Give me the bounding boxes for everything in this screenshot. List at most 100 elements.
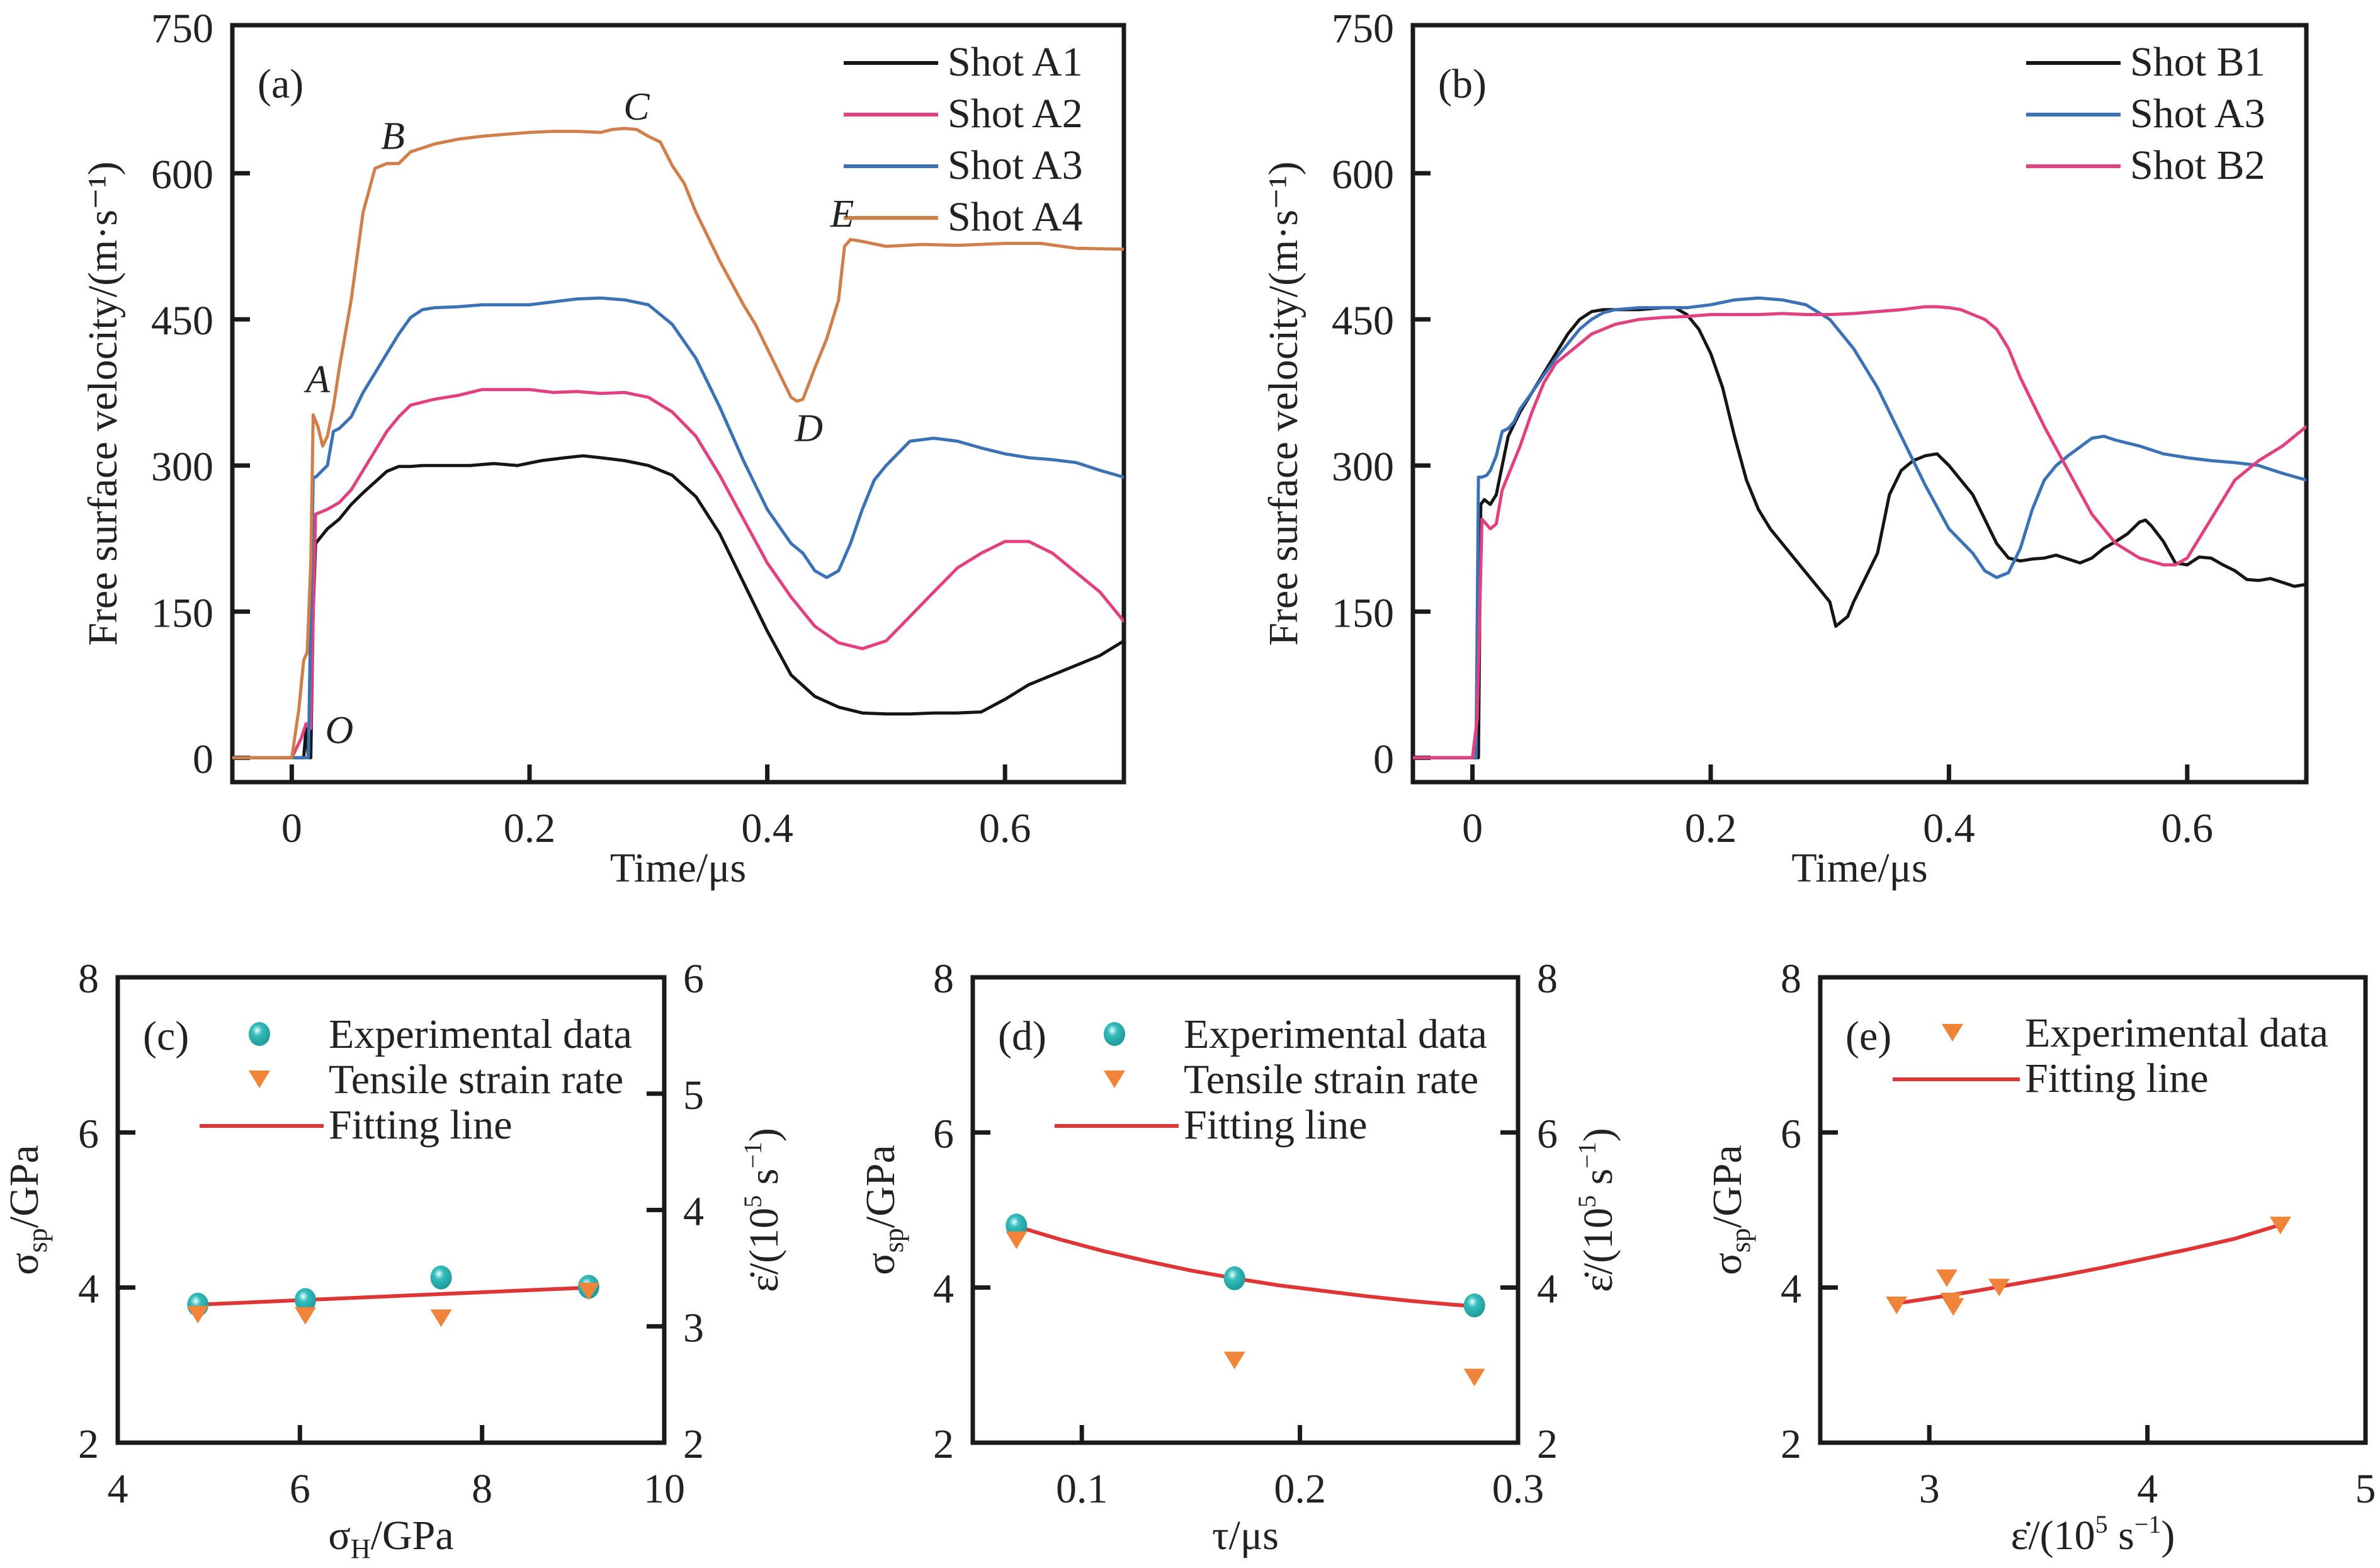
panel-e: 3 4 5 2 4 6 8 ε̇/(105​ s−1​) σsp​/GPa (e) Experime… [1704,956,2376,1559]
data-point-experimental [295,1288,317,1312]
panel-label: (a) [258,61,303,107]
legend-label: Shot A2 [948,91,1083,137]
fitting-line [196,1285,591,1307]
x-tick-label: 4 [108,1466,128,1512]
legend-swatch-marker [1104,1071,1125,1088]
series-line-shot-a3 [232,296,1124,759]
y-tick-label: 4 [933,1266,954,1312]
y-tick-label: 300 [1332,444,1394,490]
y-tick-label: 750 [1332,6,1394,52]
x-axis-label: τ/μs [1212,1513,1279,1559]
x-tick-label: 0.4 [741,805,793,851]
panel-label: (e) [1845,1013,1891,1059]
y-right-tick-label: 3 [683,1305,704,1351]
legend-label: Fitting line [2025,1055,2209,1101]
y-tick-label: 450 [151,298,213,344]
y-tick-label: 8 [78,956,99,1002]
y-tick-label: 2 [933,1421,954,1467]
y-tick-label: 6 [78,1111,99,1157]
y-tick-label: 300 [151,444,213,490]
legend-label: Shot A4 [948,194,1083,240]
legend-swatch-marker [1942,1024,1963,1042]
y-right-tick-label: 8 [1537,956,1558,1002]
fitting-line [1014,1224,1476,1309]
y-tick-label: 0 [193,736,213,782]
x-tick-label: 0.6 [2162,805,2214,851]
x-tick-label: 8 [472,1466,492,1512]
legend-label: Tensile strain rate [329,1057,623,1103]
plot-area [1006,1213,1485,1387]
legend-swatch-marker [249,1022,270,1046]
y-tick-label: 450 [1332,298,1394,344]
x-tick-label: 0.1 [1056,1466,1108,1512]
data-point-triangle [295,1307,317,1325]
legend-label: Experimental data [329,1011,632,1057]
y-right-tick-label: 2 [683,1421,704,1467]
data-point-triangle [1942,1298,1964,1316]
y-tick-label: 150 [151,590,213,636]
data-point-triangle [430,1309,452,1327]
y-right-tick-label: 4 [1537,1266,1558,1312]
legend-label: Fitting line [1184,1102,1368,1148]
x-tick-label: 3 [1919,1466,1940,1512]
x-tick-label: 0.2 [504,805,556,851]
legend-label: Shot A1 [948,39,1083,85]
data-point-triangle [1886,1296,1908,1314]
x-tick-label: 5 [2355,1466,2376,1512]
y-tick-label: 6 [933,1111,954,1157]
y-right-tick-label: 5 [683,1072,704,1118]
y-right-axis-label: ε̇/(105​ s−1​) [739,1128,787,1292]
point-annotation: E [830,193,854,236]
data-point-triangle [2269,1217,2291,1235]
panel-b: 0 0.2 0.4 0.6 0 150 300 450 600 750 Time/μs Free su… [1261,6,2309,891]
y-tick-label: 150 [1332,590,1394,636]
plot-frame [1410,23,2309,785]
x-tick-label: 0.2 [1274,1466,1326,1512]
x-tick-label: 10 [643,1466,685,1512]
y-right-tick-label: 2 [1537,1421,1558,1467]
series-line-shot-a2 [232,388,1124,759]
x-tick-label: 0.3 [1492,1466,1544,1512]
x-tick-label: 0.6 [979,805,1031,851]
point-annotation: B [381,115,405,157]
data-point-triangle [1223,1351,1245,1370]
x-tick-label: 6 [290,1466,310,1512]
legend-swatch-marker [249,1071,270,1088]
panel-label: (d) [998,1013,1046,1059]
point-annotation: O [326,709,354,752]
legend-label: Shot A3 [948,142,1083,188]
series-line-shot-a1 [232,454,1124,759]
x-axis-label: Time/μs [1791,845,1927,891]
y-tick-label: 8 [1781,956,1801,1002]
y-right-tick-label: 4 [683,1189,704,1235]
x-axis-label: ε̇/(105​ s−1​) [2011,1510,2175,1559]
x-tick-label: 0 [281,805,302,851]
series-line-shot-b1 [1413,306,2306,759]
y-right-tick-label: 6 [1537,1111,1558,1157]
y-axis-label: σsp​/GPa [1704,1145,1756,1275]
x-axis-label: σH​/GPa [328,1513,453,1564]
data-point-triangle [1935,1269,1958,1287]
plot-frame [1818,975,2368,1445]
data-point-experimental [430,1265,452,1290]
series-line-shot-a4 [232,127,1124,759]
data-point-triangle [577,1282,599,1300]
fitting-line [1896,1222,2282,1305]
x-tick-label: 0.4 [1923,805,1975,851]
plot-area [232,127,1124,759]
point-annotation: A [303,358,331,401]
data-point-experimental [1223,1266,1245,1290]
plot-frame [230,23,1126,785]
y-tick-label: 2 [1781,1421,1801,1467]
y-tick-label: 4 [78,1266,99,1312]
panel-label: (c) [143,1013,189,1059]
y-tick-label: 600 [1332,152,1394,198]
data-point-triangle [1463,1368,1485,1387]
y-axis-label: Free surface velocity/(m·s⁻¹) [1261,161,1306,645]
plot-area [187,1265,599,1327]
y-right-axis-label: ε̇/(105​ s−1​) [1573,1128,1621,1292]
x-tick-label: 0 [1462,805,1483,851]
